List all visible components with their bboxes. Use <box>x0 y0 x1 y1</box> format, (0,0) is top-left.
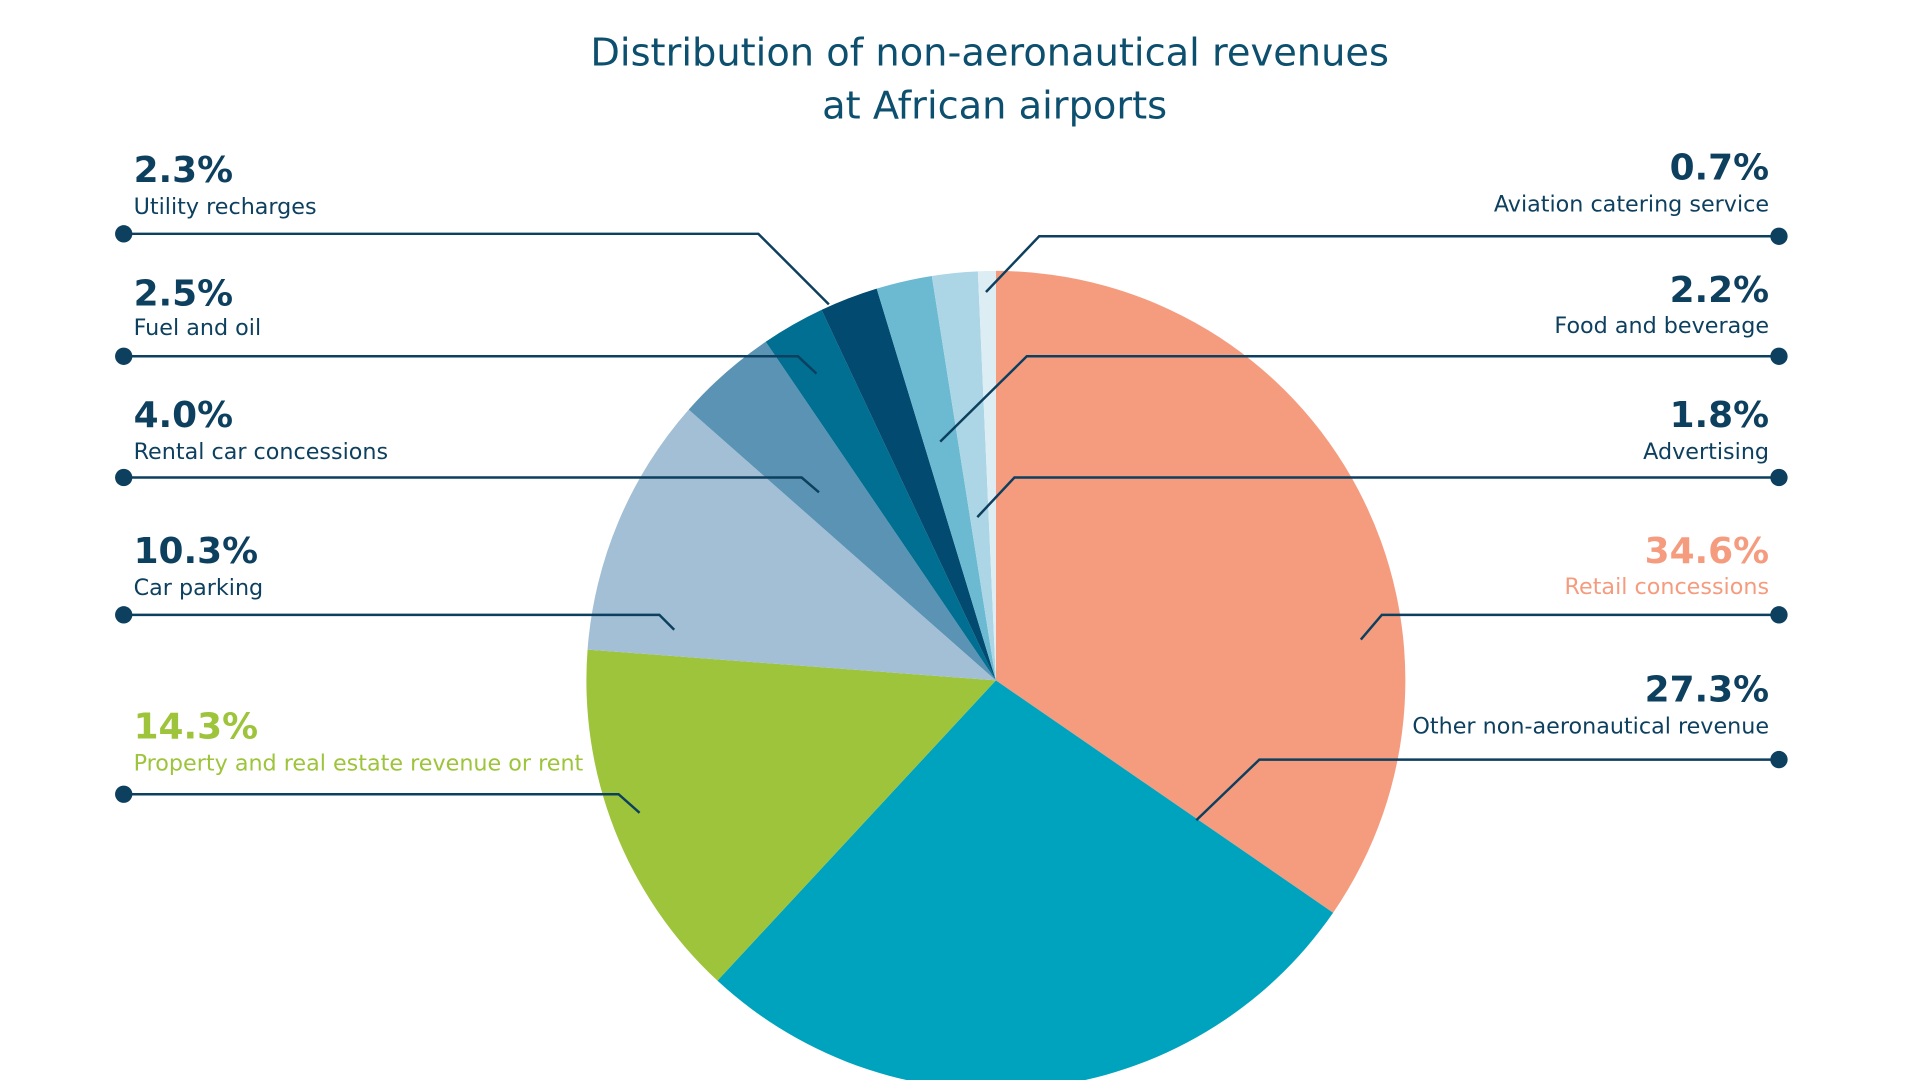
category-label-rental-car-concessions: Rental car concessions <box>134 439 389 465</box>
leader-dot-utility-recharges <box>115 225 133 243</box>
chart-title-line2: at African airports <box>822 84 1167 129</box>
leader-dot-property-and-real-estate-revenue-or-rent <box>115 785 133 803</box>
leader-line-fuel-and-oil <box>123 355 818 375</box>
pie-slice-other-non-aeronautical-revenue <box>717 680 1334 1080</box>
category-label-fuel-and-oil: Fuel and oil <box>134 315 262 341</box>
pct-label-food-and-beverage: 2.2% <box>1670 270 1769 311</box>
pie-slice-property-and-real-estate-revenue-or-rent <box>586 649 996 981</box>
pie-slice-aviation-catering-service <box>977 270 996 681</box>
pie-slice-rental-car-concessions <box>688 341 996 681</box>
leader-line-property-and-real-estate-revenue-or-rent <box>123 792 641 814</box>
pie-slice-food-and-beverage <box>876 275 996 681</box>
category-label-food-and-beverage: Food and beverage <box>1554 313 1769 339</box>
leader-dot-rental-car-concessions <box>115 468 133 487</box>
leader-dot-advertising <box>1770 468 1788 487</box>
leader-dot-car-parking <box>115 606 133 624</box>
pct-label-advertising: 1.8% <box>1670 395 1769 436</box>
leader-line-utility-recharges <box>123 232 830 306</box>
category-label-utility-recharges: Utility recharges <box>134 194 317 220</box>
pct-label-utility-recharges: 2.3% <box>134 150 233 191</box>
pct-label-rental-car-concessions: 4.0% <box>134 395 233 436</box>
pie-slice-utility-recharges <box>821 288 996 681</box>
pct-label-car-parking: 10.3% <box>134 531 258 572</box>
leader-line-retail-concessions <box>1359 613 1779 641</box>
leader-line-other-non-aeronautical-revenue <box>1195 758 1779 822</box>
slice-labels: 34.6%Retail concessions 27.3% Other non-ae… <box>115 147 1788 822</box>
pie-slice-advertising <box>931 271 996 681</box>
category-label-other-non-aeronautical-revenue: Other non-aeronautical revenue <box>1412 714 1769 740</box>
category-label-retail-concessions: Retail concessions <box>1565 574 1770 600</box>
pie-slice-fuel-and-oil <box>765 309 996 681</box>
category-label-property-and-real-estate-revenue-or-rent: Property and real estate revenue or rent <box>134 751 584 777</box>
pct-label-aviation-catering-service: 0.7% <box>1670 147 1769 188</box>
pct-label-retail-concessions: 34.6% <box>1645 531 1769 572</box>
leader-line-advertising <box>976 476 1779 518</box>
pct-label-property-and-real-estate-revenue-or-rent: 14.3% <box>134 707 258 748</box>
category-label-car-parking: Car parking <box>134 575 264 601</box>
category-label-advertising: Advertising <box>1643 439 1769 465</box>
pie-slices <box>586 270 1406 1080</box>
leader-dot-aviation-catering-service <box>1770 227 1788 245</box>
leader-dot-other-non-aeronautical-revenue <box>1770 750 1788 769</box>
pct-label-other-non-aeronautical-revenue: 27.3% <box>1645 669 1769 710</box>
category-label-aviation-catering-service: Aviation catering service <box>1494 192 1769 218</box>
leader-line-rental-car-concessions <box>123 476 820 494</box>
leader-dot-fuel-and-oil <box>115 347 133 365</box>
pie-slice-retail-concessions <box>995 270 1406 913</box>
chart-title-line1: Distribution of non-aeronautical revenue… <box>590 31 1389 76</box>
leader-dot-retail-concessions <box>1770 606 1788 624</box>
leader-dot-food-and-beverage <box>1770 347 1788 365</box>
pct-label-fuel-and-oil: 2.5% <box>134 274 233 315</box>
leader-line-food-and-beverage <box>939 355 1779 443</box>
leader-line-aviation-catering-service <box>985 235 1779 293</box>
leader-line-car-parking <box>123 613 676 631</box>
